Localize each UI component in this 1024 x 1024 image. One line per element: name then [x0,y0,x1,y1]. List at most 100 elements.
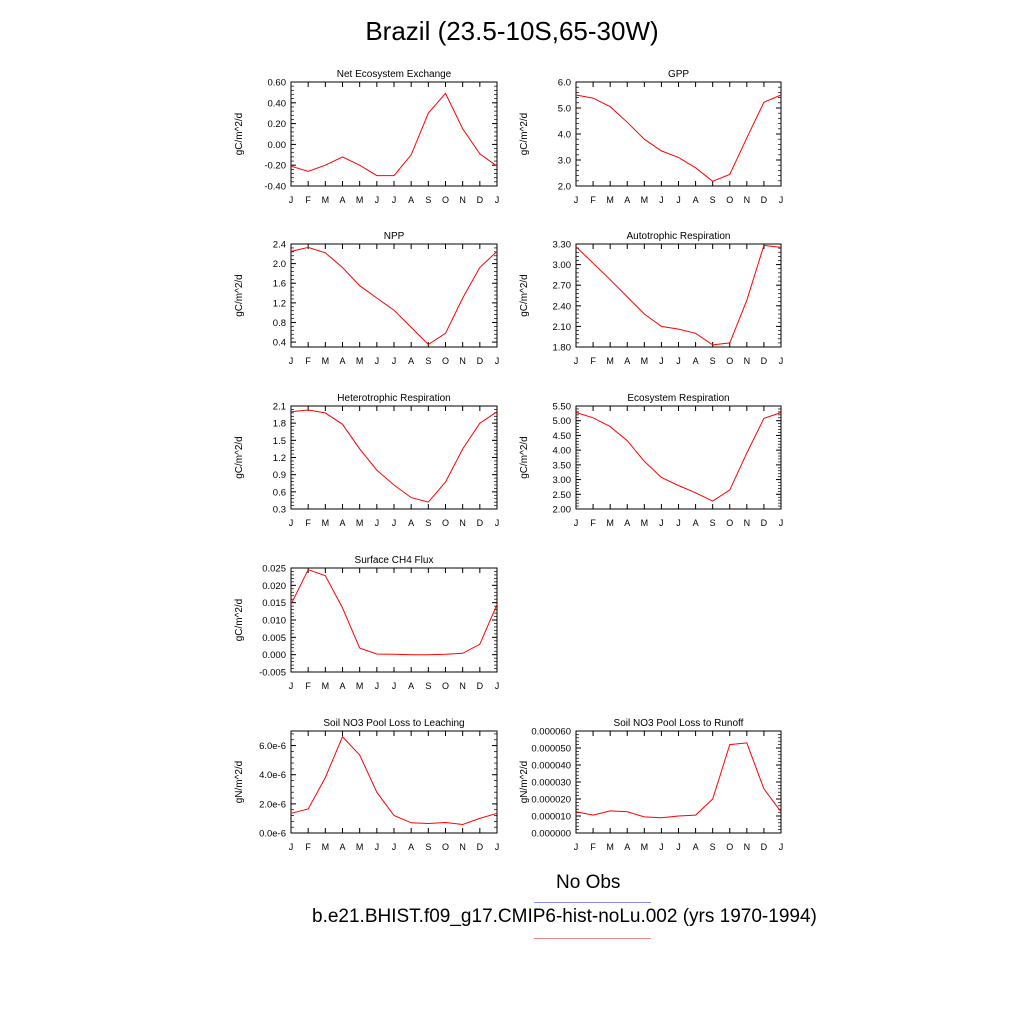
chart-6-ytick-label: 5.00 [553,416,572,427]
chart-7-xtick-label: O [442,681,449,691]
chart-8-xtick-label: D [477,842,484,852]
chart-1-xtick-label: M [356,195,364,205]
chart-6-ytick-label: 3.00 [553,475,572,486]
chart-1-xtick-label: A [408,195,414,205]
chart-9-ytick-label: 0.000020 [531,795,571,806]
chart-8-frame [290,730,498,834]
chart-8-xtick-label: F [305,842,311,852]
chart-8-ylabel: gN/m^2/d [234,761,245,804]
chart-6-title: Ecosystem Respiration [627,393,729,404]
chart-6-xtick-label: M [641,518,649,528]
chart-1-xtick-label: N [459,195,466,205]
chart-9-xtick-label: J [574,842,579,852]
chart-5-xtick-label: F [305,518,311,528]
chart-8-xtick-label: S [425,842,431,852]
chart-9-xtick-label: J [676,842,681,852]
chart-3-xtick-label: J [392,356,397,366]
chart-6-ytick-label: 4.00 [553,446,572,457]
chart-4-ytick-label: 2.40 [553,301,572,312]
chart-9-ytick-label: 0.000030 [531,778,571,789]
chart-3-series-line [290,246,498,346]
chart-6-ytick-label: 4.50 [553,431,572,442]
chart-3-frame [290,243,498,348]
chart-9-xtick-label: O [726,842,733,852]
chart-9-xtick-label: S [710,842,716,852]
chart-7-xtick-label: J [392,681,397,691]
chart-6-ytick-label: 3.50 [553,460,572,471]
chart-4-xtick-label: J [574,356,579,366]
chart-3-xtick-label: J [495,356,500,366]
chart-6-xtick-label: O [726,518,733,528]
chart-6-xtick-label: A [624,518,630,528]
chart-3-xtick-label: A [408,356,414,366]
chart-6-xtick-label: N [744,518,751,528]
legend-obs-label: No Obs [556,872,621,893]
chart-4-ytick-label: 2.70 [553,281,572,292]
chart-4-ytick-label: 2.10 [553,322,572,333]
chart-7-xtick-label: J [375,681,380,691]
chart-6-xtick-label: F [590,518,596,528]
chart-7-xtick-label: D [477,681,484,691]
chart-2-xtick-label: F [590,195,596,205]
chart-2-xtick-label: J [574,195,579,205]
chart-2-xtick-label: D [761,195,768,205]
chart-1-xtick-label: S [425,195,431,205]
chart-2-ytick-label: 6.0 [558,78,571,89]
chart-7-ytick-label: 0.015 [262,598,286,609]
chart-3-xtick-label: M [356,356,364,366]
chart-2-series-line [575,94,782,182]
chart-5-ytick-label: 0.9 [273,470,286,481]
chart-7-title: Surface CH4 Flux [355,555,434,566]
chart-4-xtick-label: M [641,356,649,366]
chart-7-ytick-label: 0.010 [262,616,286,627]
chart-3-xtick-label: J [289,356,294,366]
chart-1-ytick-label: 0.00 [268,140,287,151]
chart-4-xtick-label: M [606,356,614,366]
chart-5-ytick-label: 0.6 [273,487,286,498]
chart-2-frame [575,81,782,187]
chart-1-title: Net Ecosystem Exchange [337,69,452,80]
chart-6-xtick-label: D [761,518,768,528]
chart-7-ylabel: gC/m^2/d [234,599,245,642]
chart-1-ytick-label: -0.40 [264,182,286,193]
chart-4-xtick-label: S [710,356,716,366]
chart-6-ytick-label: 2.00 [553,505,572,516]
chart-8-xtick-label: J [289,842,294,852]
chart-4-ylabel: gC/m^2/d [519,274,530,317]
chart-4-xtick-label: D [761,356,768,366]
chart-5-title: Heterotrophic Respiration [337,393,450,404]
chart-8-xtick-label: A [339,842,345,852]
chart-3-ytick-label: 0.4 [273,338,286,349]
chart-7-xtick-label: A [339,681,345,691]
chart-2-ytick-label: 5.0 [558,104,571,115]
chart-9-ytick-label: 0.000040 [531,761,571,772]
chart-2-xtick-label: S [710,195,716,205]
chart-3-xtick-label: O [442,356,449,366]
legend-obs-line [534,902,651,903]
chart-1-xtick-label: J [495,195,500,205]
chart-4-ytick-label: 1.80 [553,343,572,354]
chart-6-xtick-label: J [574,518,579,528]
chart-8-ytick-label: 6.0e-6 [259,741,286,752]
chart-7-xtick-label: A [408,681,414,691]
chart-9-xtick-label: D [761,842,768,852]
chart-9-ytick-label: 0.000060 [531,727,571,738]
chart-6-xtick-label: J [779,518,784,528]
chart-2-xtick-label: N [744,195,751,205]
chart-3-xtick-label: N [459,356,466,366]
chart-6-series-line [575,412,782,502]
chart-9-xtick-label: M [641,842,649,852]
chart-1-ytick-label: 0.60 [268,78,287,89]
chart-4-xtick-label: J [659,356,664,366]
chart-5-frame [290,405,498,510]
chart-5-xtick-label: M [322,518,330,528]
chart-5-ytick-label: 2.1 [273,402,286,413]
chart-5-ytick-label: 1.2 [273,453,286,464]
chart-6-ytick-label: 2.50 [553,490,572,501]
chart-3-xtick-label: M [322,356,330,366]
chart-1-series-line [290,92,498,177]
chart-4-title: Autotrophic Respiration [627,231,731,242]
chart-5-xtick-label: S [425,518,431,528]
chart-9-xtick-label: A [624,842,630,852]
